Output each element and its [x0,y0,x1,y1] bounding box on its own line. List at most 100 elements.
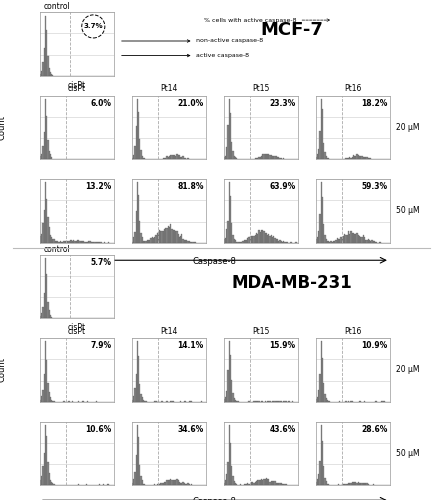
Bar [280,483,282,485]
Bar [142,396,143,402]
Bar [286,484,287,485]
Bar [246,484,247,485]
Bar [51,236,52,242]
Bar [226,228,227,242]
Bar [280,241,282,242]
Text: cisPt: cisPt [68,324,86,332]
Bar [321,424,322,485]
Bar [143,240,144,242]
Bar [318,474,319,485]
Bar [284,484,286,485]
Bar [246,240,247,242]
Text: 50 μM: 50 μM [396,206,420,216]
Bar [240,484,241,485]
Bar [318,148,319,159]
Bar [326,239,327,242]
Bar [49,473,50,485]
Bar [252,482,253,485]
Bar [156,484,158,485]
Bar [235,157,236,159]
Bar [133,236,134,242]
Bar [277,239,278,242]
Bar [267,479,268,485]
Bar [319,461,321,485]
Bar [169,156,170,159]
Bar [164,229,165,242]
Bar [139,139,140,159]
Bar [266,154,267,159]
Bar [358,482,359,485]
Bar [315,482,317,485]
Bar [190,158,191,159]
Bar [323,224,324,242]
Bar [255,234,256,242]
Bar [268,401,269,402]
Bar [143,400,144,402]
Text: % cells with active caspase-8: % cells with active caspase-8 [204,18,330,22]
Text: Pt15: Pt15 [252,84,269,94]
Bar [51,74,52,76]
Bar [51,316,52,318]
Bar [233,481,235,485]
Bar [144,401,145,402]
Bar [365,156,366,159]
Bar [318,390,319,402]
Bar [159,484,160,485]
Bar [140,234,142,242]
Text: 63.9%: 63.9% [269,182,295,192]
Bar [134,232,136,242]
Bar [268,154,269,159]
Bar [342,237,343,242]
Bar [51,158,52,159]
Text: Pt16: Pt16 [344,327,361,336]
Bar [230,113,231,159]
Bar [261,478,262,485]
Bar [179,482,180,485]
Bar [137,99,138,159]
Bar [269,236,271,242]
Bar [56,241,57,242]
Bar [317,479,318,485]
Bar [328,158,329,159]
Bar [139,384,140,402]
Bar [171,480,173,485]
Bar [139,221,140,242]
Bar [174,156,175,159]
Bar [272,156,273,159]
Bar [355,234,357,242]
Bar [85,484,87,485]
Bar [179,238,180,242]
Bar [43,454,45,485]
Bar [175,231,176,242]
Bar [235,400,236,402]
Bar [235,240,236,242]
Bar [43,374,45,402]
Text: 6.0%: 6.0% [91,99,112,108]
Bar [233,156,235,159]
Bar [103,484,104,485]
Bar [158,484,159,485]
Bar [49,392,50,402]
Bar [359,156,360,159]
Bar [108,484,109,485]
Bar [137,182,138,242]
Bar [189,484,190,485]
Bar [260,480,261,485]
Bar [144,484,145,485]
Bar [343,236,344,242]
Bar [167,480,169,485]
Bar [65,241,66,242]
Bar [271,155,272,159]
Bar [51,400,52,402]
Bar [67,240,68,242]
Bar [41,71,43,76]
Text: 5.7%: 5.7% [91,258,112,267]
Bar [40,316,41,318]
Bar [71,240,72,242]
Bar [268,480,269,485]
Bar [153,238,154,242]
Bar [322,109,323,159]
Bar [49,151,50,159]
Text: Count: Count [0,115,7,140]
Bar [173,155,174,159]
